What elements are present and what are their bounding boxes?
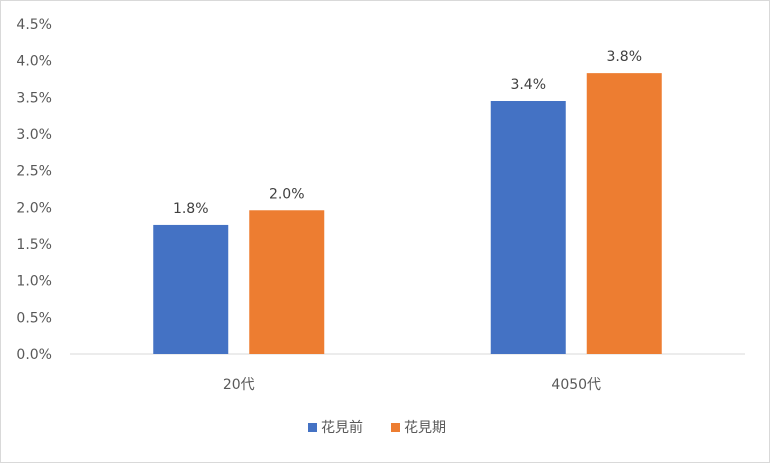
y-tick-label: 4.5%: [16, 17, 52, 33]
y-tick-label: 2.0%: [16, 200, 52, 216]
data-label: 3.4%: [510, 77, 546, 93]
data-label: 2.0%: [269, 186, 305, 202]
legend-label: 花見期: [404, 420, 446, 436]
y-tick-label: 2.5%: [16, 164, 52, 180]
y-tick-label: 3.0%: [16, 127, 52, 143]
bar: [586, 73, 662, 354]
y-tick-label: 1.0%: [16, 274, 52, 290]
bar: [249, 210, 325, 354]
y-tick-label: 1.5%: [16, 237, 52, 253]
data-label: 3.8%: [606, 49, 642, 65]
legend-swatch: [308, 423, 317, 432]
bar: [153, 224, 229, 354]
y-tick-label: 4.0%: [16, 54, 52, 70]
y-tick-label: 0.0%: [16, 347, 52, 363]
data-label: 1.8%: [173, 201, 209, 217]
legend-label: 花見前: [321, 419, 363, 436]
x-tick-label: 4050代: [551, 377, 601, 393]
legend-swatch: [391, 423, 400, 432]
y-tick-label: 0.5%: [16, 310, 52, 326]
y-tick-label: 3.5%: [16, 90, 52, 106]
x-tick-label: 20代: [223, 377, 255, 393]
bar: [490, 101, 566, 354]
